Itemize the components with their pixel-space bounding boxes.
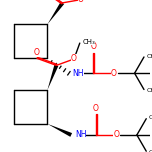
Text: O: O [78, 0, 84, 4]
Text: O: O [34, 48, 39, 57]
Text: NH: NH [75, 130, 86, 139]
Polygon shape [47, 65, 58, 90]
Text: O: O [90, 42, 96, 51]
Text: O: O [111, 69, 117, 78]
Text: CH₃: CH₃ [149, 150, 152, 152]
Polygon shape [47, 2, 64, 24]
Text: NH: NH [72, 69, 84, 78]
Text: O: O [93, 104, 98, 113]
Polygon shape [47, 124, 72, 137]
Text: CH₃: CH₃ [147, 88, 152, 93]
Text: O: O [113, 130, 119, 139]
Text: CH₃: CH₃ [147, 54, 152, 59]
Text: CH₃: CH₃ [149, 115, 152, 120]
Text: CH₃: CH₃ [83, 39, 95, 45]
Text: O: O [71, 54, 77, 64]
